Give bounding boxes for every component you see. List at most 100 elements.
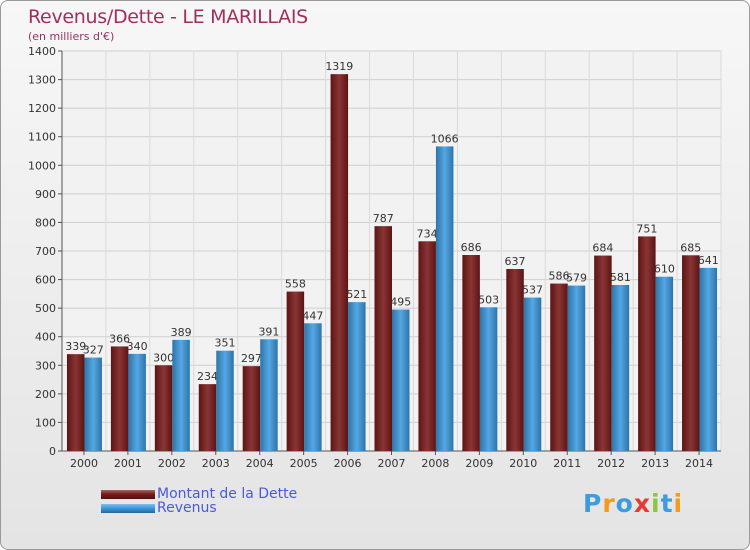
legend-label-dette: Montant de la Dette <box>157 486 298 502</box>
data-label-revenus: 521 <box>346 288 367 301</box>
data-label-dette: 1319 <box>325 60 353 73</box>
data-label-revenus: 579 <box>566 272 587 285</box>
y-tick-label: 1300 <box>28 74 56 87</box>
bar-dette <box>638 236 656 451</box>
bar-revenus <box>479 307 498 451</box>
x-tick-label: 2003 <box>202 457 230 470</box>
bar-revenus <box>84 357 102 451</box>
bar-revenus <box>435 146 454 451</box>
bar-revenus <box>260 339 278 451</box>
data-label-dette: 558 <box>285 278 306 291</box>
data-label-dette: 684 <box>592 242 613 255</box>
proxiti-logo: Proxiti <box>583 489 683 518</box>
bar-dette <box>198 384 217 451</box>
data-label-dette: 300 <box>153 351 174 364</box>
y-tick-label: 1000 <box>28 159 56 172</box>
bar-dette <box>154 365 173 451</box>
data-label-revenus: 327 <box>83 344 104 357</box>
bar-dette <box>594 255 612 451</box>
bar-revenus <box>392 309 410 451</box>
y-tick-label: 600 <box>35 274 56 287</box>
bar-dette <box>418 241 436 451</box>
x-tick-label: 2006 <box>334 457 362 470</box>
bar-dette <box>462 255 480 451</box>
data-label-revenus: 391 <box>258 325 279 338</box>
x-tick-label: 2004 <box>246 457 274 470</box>
data-label-revenus: 447 <box>302 309 323 322</box>
y-tick-label: 1200 <box>28 102 56 115</box>
y-tick-label: 1400 <box>28 45 56 58</box>
legend-swatch-revenus <box>101 504 155 513</box>
x-tick-label: 2013 <box>641 457 669 470</box>
bar-dette <box>286 291 305 451</box>
data-label-dette: 234 <box>197 370 218 383</box>
bar-dette <box>330 74 349 452</box>
legend-swatch-dette <box>101 490 155 499</box>
logo-letter: i <box>673 489 684 518</box>
data-label-revenus: 537 <box>522 284 543 297</box>
x-tick-label: 2014 <box>685 457 713 470</box>
data-label-dette: 787 <box>373 212 394 225</box>
x-tick-label: 2009 <box>465 457 493 470</box>
bar-dette <box>374 226 392 451</box>
data-label-dette: 586 <box>548 270 569 283</box>
data-label-revenus: 340 <box>127 340 148 353</box>
x-tick-label: 2000 <box>70 457 98 470</box>
y-tick-label: 1100 <box>28 131 56 144</box>
y-tick-label: 500 <box>35 302 56 315</box>
y-tick-label: 200 <box>35 388 56 401</box>
x-tick-label: 2008 <box>421 457 449 470</box>
data-label-revenus: 503 <box>478 293 499 306</box>
logo-letter: x <box>633 489 651 518</box>
logo-letter: i <box>651 489 661 518</box>
chart-subtitle: (en milliers d'€) <box>28 30 115 43</box>
logo-letter: P <box>583 489 603 518</box>
y-tick-label: 100 <box>35 416 56 429</box>
bar-revenus <box>216 350 234 451</box>
y-tick-label: 900 <box>35 188 56 201</box>
bar-dette <box>110 346 129 451</box>
x-tick-label: 2001 <box>114 457 142 470</box>
bar-revenus <box>523 297 542 451</box>
data-label-revenus: 641 <box>698 254 719 267</box>
chart-title: Revenus/Dette - LE MARILLAIS <box>28 6 308 28</box>
data-label-revenus: 389 <box>171 326 192 339</box>
data-label-dette: 734 <box>417 227 438 240</box>
logo-letter: o <box>615 489 634 518</box>
data-label-dette: 637 <box>505 255 526 268</box>
y-tick-label: 800 <box>35 216 56 229</box>
y-tick-label: 400 <box>35 331 56 344</box>
bar-revenus <box>699 267 718 451</box>
data-label-dette: 366 <box>109 332 130 345</box>
bar-revenus <box>348 302 366 451</box>
bar-dette <box>550 283 568 451</box>
bar-revenus <box>611 285 630 451</box>
bar-dette <box>66 354 85 451</box>
data-label-dette: 339 <box>65 340 86 353</box>
logo-letter: t <box>660 489 674 518</box>
data-label-revenus: 610 <box>654 263 675 276</box>
data-label-dette: 751 <box>636 222 657 235</box>
data-label-revenus: 351 <box>215 337 236 350</box>
bar-revenus <box>172 339 190 451</box>
x-tick-label: 2005 <box>290 457 318 470</box>
data-label-dette: 685 <box>680 241 701 254</box>
bar-revenus <box>304 323 322 451</box>
y-tick-label: 0 <box>49 445 56 458</box>
x-tick-label: 2010 <box>509 457 537 470</box>
bar-dette <box>682 255 700 451</box>
bar-revenus <box>567 285 586 451</box>
x-tick-label: 2002 <box>158 457 186 470</box>
bar-revenus <box>128 353 146 451</box>
bar-revenus <box>655 276 674 451</box>
data-label-dette: 297 <box>241 352 262 365</box>
logo-letter: r <box>602 489 616 518</box>
data-label-revenus: 581 <box>610 271 631 284</box>
x-tick-label: 2012 <box>597 457 625 470</box>
data-label-dette: 686 <box>461 241 482 254</box>
y-tick-label: 300 <box>35 359 56 372</box>
bar-dette <box>506 269 524 451</box>
x-tick-label: 2011 <box>553 457 581 470</box>
